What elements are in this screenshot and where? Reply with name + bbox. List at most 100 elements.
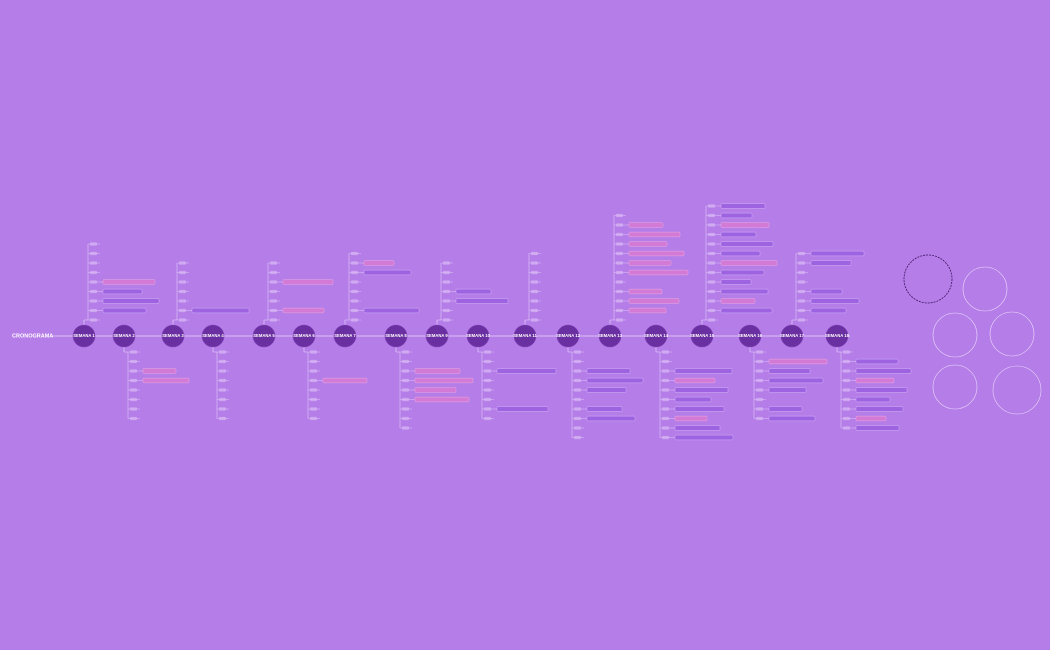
date-stub [179, 270, 186, 275]
week-node [780, 324, 804, 348]
task-box [586, 368, 631, 374]
date-stub [402, 397, 409, 402]
task-box [628, 269, 689, 276]
date-stub [756, 350, 763, 354]
date-stub [616, 318, 623, 322]
week-label: SEMANA 1 [73, 333, 95, 338]
task-box [414, 387, 457, 393]
date-stub [130, 378, 137, 383]
task-box [855, 425, 900, 431]
legend-circle [932, 364, 978, 410]
date-stub [662, 369, 669, 373]
date-stub [219, 407, 226, 411]
week-node [161, 324, 185, 348]
task-box [586, 406, 623, 412]
date-stub [351, 289, 358, 294]
week-node [333, 324, 357, 348]
date-stub [130, 388, 137, 392]
date-stub [90, 261, 97, 265]
week-node [598, 324, 622, 348]
date-stub [443, 289, 450, 294]
date-stub [484, 350, 491, 354]
date-stub [662, 397, 669, 402]
task-box [102, 307, 147, 314]
task-box [855, 415, 887, 422]
date-stub [708, 223, 715, 227]
task-box [363, 307, 420, 314]
task-box [414, 377, 474, 384]
task-box [855, 377, 895, 384]
date-stub [843, 426, 850, 430]
date-stub [310, 397, 317, 402]
date-stub [179, 261, 186, 265]
task-box [363, 260, 395, 266]
date-stub [402, 388, 409, 392]
task-box [142, 368, 177, 374]
date-stub [130, 397, 137, 402]
date-stub [130, 416, 137, 421]
date-stub [270, 280, 277, 284]
week-label: SEMANA 9 [426, 333, 448, 338]
date-stub [756, 416, 763, 421]
week-node [690, 324, 714, 348]
task-box [674, 368, 733, 374]
date-stub [708, 280, 715, 284]
date-stub [484, 397, 491, 402]
date-stub [130, 359, 137, 364]
task-box [768, 368, 811, 374]
task-box [674, 434, 734, 441]
week-node [513, 324, 537, 348]
date-stub [616, 251, 623, 256]
task-box [102, 288, 143, 295]
date-stub [130, 407, 137, 411]
task-box [628, 222, 664, 228]
date-stub [351, 308, 358, 313]
date-stub [90, 251, 97, 256]
week-node [644, 324, 668, 348]
task-box [768, 387, 807, 393]
date-stub [90, 242, 97, 246]
task-box [628, 231, 681, 238]
date-stub [798, 299, 805, 303]
legend-circle [962, 266, 1008, 312]
task-box [102, 279, 156, 285]
date-stub [662, 435, 669, 440]
date-stub [402, 426, 409, 430]
date-stub [351, 299, 358, 303]
date-stub [443, 318, 450, 322]
task-box [720, 260, 778, 266]
week-label: SEMANA 10 [466, 333, 490, 338]
date-stub [270, 261, 277, 265]
task-box [720, 203, 766, 209]
date-stub [843, 416, 850, 421]
task-box [768, 358, 828, 365]
date-stub [130, 350, 137, 354]
week-node [425, 324, 449, 348]
date-stub [843, 369, 850, 373]
task-box [455, 288, 492, 295]
date-stub [484, 388, 491, 392]
date-stub [708, 289, 715, 294]
date-stub [574, 378, 581, 383]
task-box [855, 406, 904, 412]
task-box [720, 231, 757, 238]
date-stub [310, 378, 317, 383]
date-stub [179, 308, 186, 313]
date-stub [531, 280, 538, 284]
date-stub [616, 289, 623, 294]
task-box [810, 250, 865, 257]
date-stub [351, 251, 358, 256]
date-stub [708, 251, 715, 256]
date-stub [531, 270, 538, 275]
date-stub [708, 308, 715, 313]
date-stub [708, 213, 715, 218]
task-box [628, 307, 667, 314]
date-stub [443, 280, 450, 284]
task-box [628, 250, 685, 257]
task-box [768, 377, 824, 384]
week-label: SEMANA 14 [644, 333, 668, 338]
date-stub [574, 369, 581, 373]
task-box [855, 387, 908, 393]
date-stub [484, 369, 491, 373]
task-box [142, 377, 190, 384]
